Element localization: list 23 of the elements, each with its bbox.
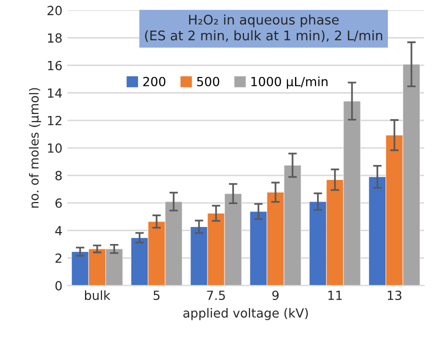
y-axis-title: no. of moles (µmol) — [29, 88, 42, 208]
y-tick-label: 20 — [48, 6, 62, 16]
y-tick-label: 18 — [48, 33, 62, 43]
y-tick-label: 8 — [55, 170, 62, 180]
x-tick-label: 5 — [154, 290, 160, 300]
y-tick-label: 16 — [48, 60, 62, 70]
x-tick-label: 7.5 — [207, 290, 225, 300]
y-tick-label: 0 — [55, 280, 62, 290]
x-tick-label: 13 — [388, 290, 402, 300]
legend-label: 1000 µL/min — [251, 76, 328, 89]
text: H₂O₂ in aqueous phase (ES at 2 min, bulk at 1 min), 2 L/min — [145, 14, 382, 42]
y-tick-label: 4 — [55, 226, 62, 236]
y-tick-label: 12 — [48, 116, 62, 126]
y-tick-label: 6 — [55, 198, 62, 208]
y-tick-label: 2 — [56, 253, 62, 263]
y-tick-label: 10 — [48, 143, 62, 153]
legend-label: 200 — [143, 76, 166, 86]
x-tick-label: 9 — [272, 290, 279, 300]
legend-label: 500 — [197, 76, 220, 86]
x-tick-label: bulk — [85, 290, 110, 300]
x-axis-title: applied voltage (kV) — [183, 308, 308, 320]
x-tick-label: 11 — [328, 290, 342, 300]
y-tick-label: 14 — [48, 88, 62, 98]
